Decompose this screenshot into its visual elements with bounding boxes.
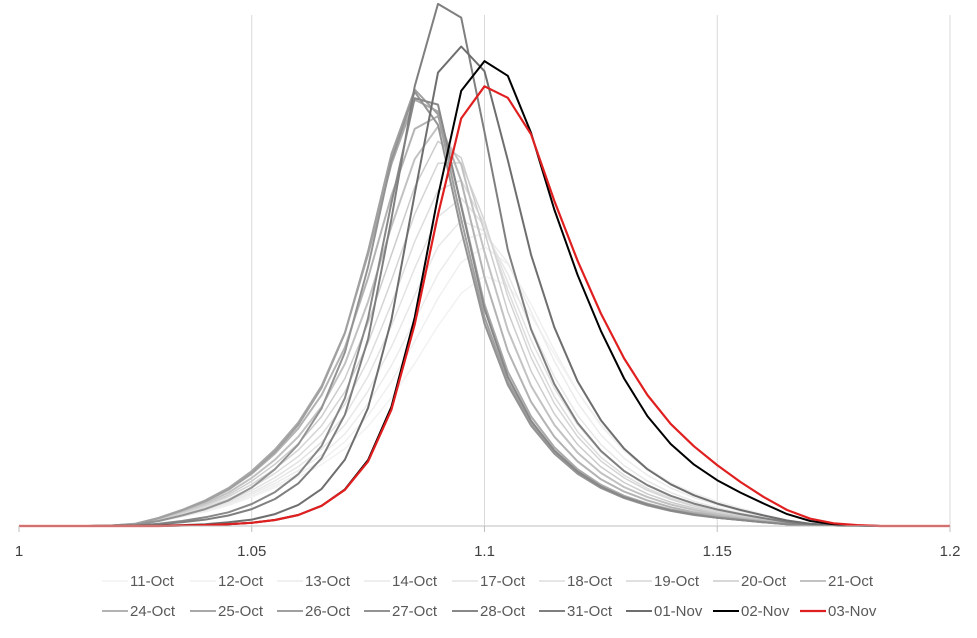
legend-label: 25-Oct bbox=[218, 603, 264, 620]
legend-entry-12-Oct: 12-Oct bbox=[190, 573, 264, 590]
series-line-28-Oct bbox=[19, 97, 950, 527]
legend-label: 28-Oct bbox=[480, 603, 526, 620]
legend-label: 13-Oct bbox=[305, 573, 351, 590]
legend-label: 02-Nov bbox=[741, 603, 790, 620]
legend-entry-28-Oct: 28-Oct bbox=[452, 603, 526, 620]
legend: 11-Oct 12-Oct 13-Oct 14-Oct 17-Oct 18-Oct 19-O… bbox=[102, 573, 877, 620]
legend-label: 01-Nov bbox=[654, 603, 703, 620]
legend-entry-31-Oct: 31-Oct bbox=[539, 603, 613, 620]
legend-entry-13-Oct: 13-Oct bbox=[277, 573, 351, 590]
legend-label: 27-Oct bbox=[392, 603, 438, 620]
legend-entry-01-Nov: 01-Nov bbox=[626, 603, 703, 620]
legend-entry-21-Oct: 21-Oct bbox=[800, 573, 874, 590]
legend-entry-20-Oct: 20-Oct bbox=[713, 573, 787, 590]
legend-entry-14-Oct: 14-Oct bbox=[364, 573, 438, 590]
legend-label: 14-Oct bbox=[392, 573, 438, 590]
x-tick-label: 1 bbox=[15, 543, 23, 560]
legend-label: 19-Oct bbox=[654, 573, 700, 590]
x-tick-label: 1.2 bbox=[940, 543, 961, 560]
legend-entry-25-Oct: 25-Oct bbox=[190, 603, 264, 620]
legend-entry-02-Nov: 02-Nov bbox=[713, 603, 790, 620]
x-axis-tick-labels: 1 1.05 1.1 1.15 1.2 bbox=[15, 526, 961, 560]
legend-label: 20-Oct bbox=[741, 573, 787, 590]
legend-label: 26-Oct bbox=[305, 603, 351, 620]
legend-entry-26-Oct: 26-Oct bbox=[277, 603, 351, 620]
legend-entry-18-Oct: 18-Oct bbox=[539, 573, 613, 590]
legend-entry-03-Nov: 03-Nov bbox=[800, 603, 877, 620]
legend-entry-27-Oct: 27-Oct bbox=[364, 603, 438, 620]
series-line-31-Oct bbox=[19, 2, 950, 527]
legend-label: 03-Nov bbox=[828, 603, 877, 620]
legend-entry-11-Oct: 11-Oct bbox=[102, 573, 175, 590]
legend-label: 11-Oct bbox=[130, 573, 175, 590]
x-tick-label: 1.15 bbox=[703, 543, 732, 560]
vertical-gridlines bbox=[251, 15, 951, 526]
x-tick-label: 1.1 bbox=[474, 543, 495, 560]
legend-label: 21-Oct bbox=[828, 573, 874, 590]
legend-label: 18-Oct bbox=[567, 573, 613, 590]
series-lines bbox=[19, 2, 950, 528]
legend-label: 31-Oct bbox=[567, 603, 613, 620]
legend-entry-17-Oct: 17-Oct bbox=[452, 573, 526, 590]
legend-label: 24-Oct bbox=[130, 603, 176, 620]
legend-label: 17-Oct bbox=[480, 573, 526, 590]
legend-entry-24-Oct: 24-Oct bbox=[102, 603, 176, 620]
x-tick-label: 1.05 bbox=[237, 543, 266, 560]
legend-label: 12-Oct bbox=[218, 573, 264, 590]
legend-entry-19-Oct: 19-Oct bbox=[626, 573, 700, 590]
